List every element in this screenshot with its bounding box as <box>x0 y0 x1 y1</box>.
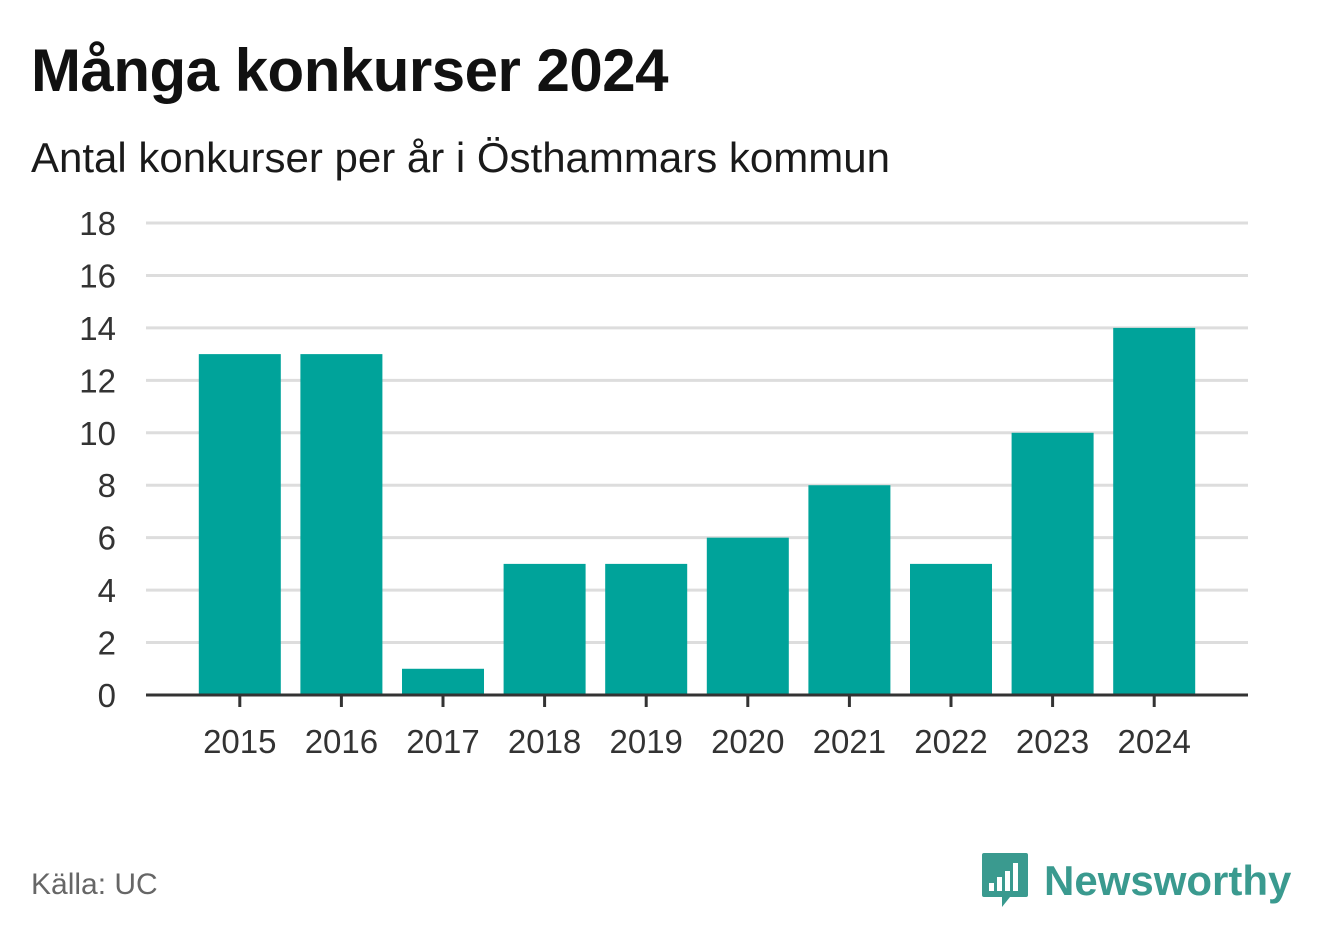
brand-name: Newsworthy <box>1044 857 1292 904</box>
bar-2019 <box>605 563 688 695</box>
y-tick-label: 18 <box>79 205 116 242</box>
bar-chart: 0 2 4 6 8 10 12 14 16 18 2015 2016 2017 2018 2019 2020 2… <box>79 205 1248 760</box>
x-tick-label: 2023 <box>1016 723 1089 760</box>
bar-2024 <box>1113 327 1196 695</box>
y-tick-label: 4 <box>98 572 116 609</box>
bar-2020 <box>706 537 789 695</box>
x-tick-label: 2021 <box>813 723 886 760</box>
y-tick-label: 8 <box>98 467 116 504</box>
source-label: Källa: <box>31 868 107 901</box>
bar-2021 <box>808 485 891 695</box>
x-tick-label: 2022 <box>914 723 987 760</box>
y-tick-label: 10 <box>79 415 116 452</box>
chart-title: Många konkurser 2024 <box>31 37 668 104</box>
bar-2016 <box>300 354 383 695</box>
y-tick-label: 6 <box>98 520 116 557</box>
bar-2022 <box>910 563 992 695</box>
x-tick-label: 2024 <box>1117 723 1190 760</box>
x-tick-label: 2020 <box>711 723 784 760</box>
bar-2017 <box>402 668 484 695</box>
x-tick-label: 2017 <box>406 723 479 760</box>
y-tick-label: 2 <box>98 625 116 662</box>
bar-2015 <box>198 354 281 695</box>
bar-2018 <box>503 563 586 695</box>
brand: Newsworthy <box>980 850 1291 912</box>
x-tick-label: 2018 <box>508 723 581 760</box>
bar-chart-speech-bubble-icon <box>982 853 1028 907</box>
y-tick-label: 14 <box>79 310 116 347</box>
y-tick-label: 12 <box>79 362 116 399</box>
x-tick-label: 2015 <box>203 723 276 760</box>
x-tick-label: 2019 <box>609 723 682 760</box>
chart-subtitle: Antal konkurser per år i Östhammars komm… <box>31 134 890 181</box>
source-note: Källa: UC <box>31 868 158 902</box>
bar-2023 <box>1011 432 1094 695</box>
x-tick-label: 2016 <box>305 723 378 760</box>
source-value: UC <box>114 868 158 901</box>
y-tick-label: 16 <box>79 257 116 294</box>
y-tick-label: 0 <box>98 677 116 714</box>
